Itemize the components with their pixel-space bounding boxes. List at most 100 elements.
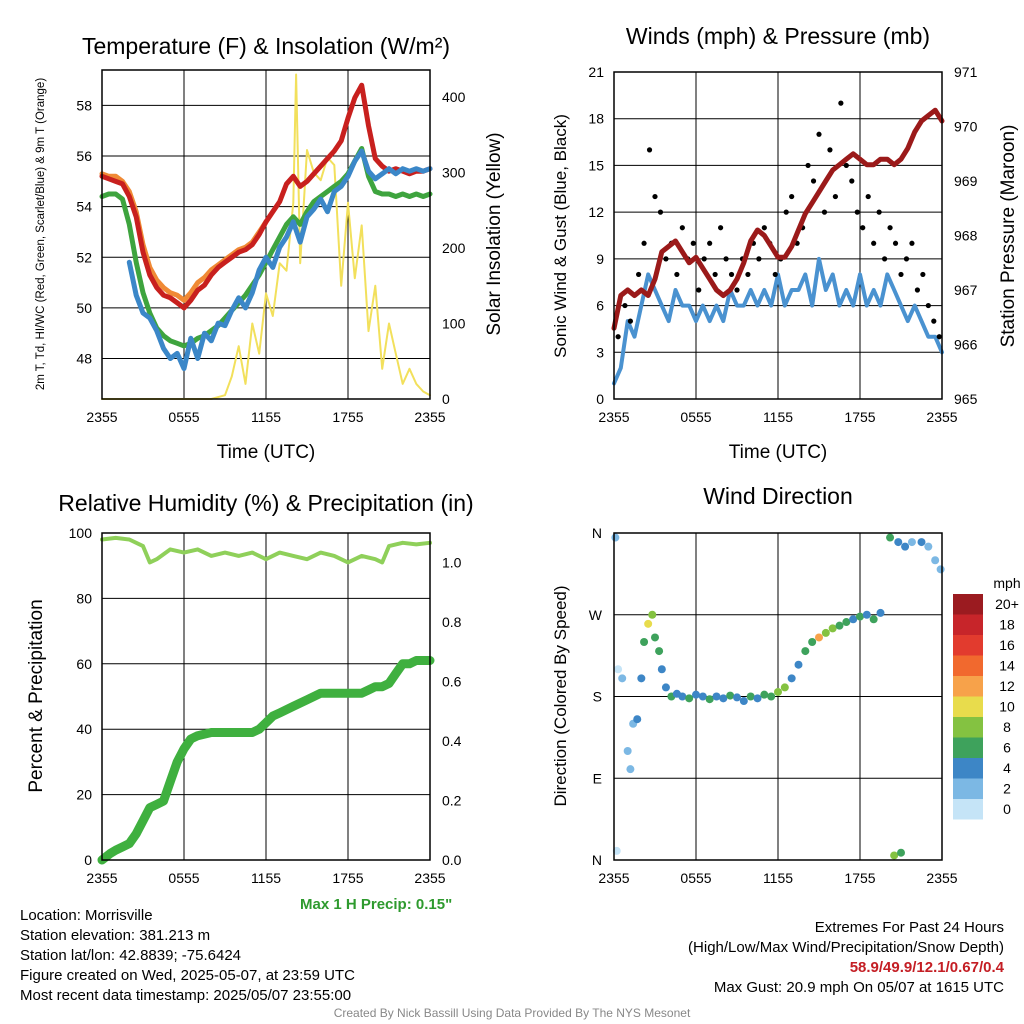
legend-swatch: [953, 758, 983, 779]
direction-point: [842, 618, 851, 627]
gust-point: [615, 334, 621, 340]
x-tick-label: 2355: [414, 870, 445, 886]
x-tick-label: 1155: [251, 409, 281, 425]
legend-swatch: [953, 635, 983, 656]
y-right-tick-label: 967: [954, 282, 978, 298]
legend-label: 6: [1003, 740, 1011, 756]
gust-point: [663, 256, 669, 262]
y-tick-label: 6: [596, 298, 604, 314]
gust-point: [734, 287, 740, 293]
legend-swatch: [953, 676, 983, 697]
y-right-tick-label: 971: [954, 64, 978, 80]
direction-point: [739, 697, 748, 706]
direction-point: [657, 665, 666, 674]
y-right-tick-label: 970: [954, 119, 978, 135]
gust-point: [789, 193, 795, 200]
created-text: Figure created on Wed, 2025-05-07, at 23…: [20, 967, 355, 984]
y-tick-label: 9: [596, 251, 604, 267]
gust-point: [936, 334, 942, 340]
direction-point: [611, 533, 620, 542]
y-right-tick-label: 0.2: [442, 793, 462, 809]
gust-point: [745, 271, 751, 278]
series-line: [99, 82, 433, 311]
direction-point: [685, 694, 694, 703]
direction-point: [890, 851, 899, 860]
direction-point: [835, 621, 844, 630]
extremes-title: Extremes For Past 24 Hours: [814, 919, 1004, 936]
legend-label: 16: [999, 637, 1015, 653]
gust-point: [707, 240, 713, 246]
direction-point: [862, 610, 871, 619]
y-tick-label: S: [593, 689, 602, 705]
gust-point: [718, 225, 724, 231]
direction-point: [828, 624, 837, 633]
direction-point: [614, 665, 623, 674]
y-right-tick-label: 969: [954, 173, 978, 189]
y-right-tick-label: 1.0: [442, 555, 462, 571]
x-tick-label: 2355: [926, 870, 957, 886]
y-right-axis-label: Solar Insolation (Yellow): [484, 132, 505, 335]
direction-point: [897, 848, 905, 857]
plot-border: [613, 71, 943, 400]
gust-point: [914, 287, 921, 293]
x-tick-label: 0555: [680, 409, 711, 425]
legend-swatch: [953, 717, 983, 738]
y-tick-label: N: [592, 852, 602, 868]
gust-point: [931, 318, 937, 324]
x-tick-label: 1755: [844, 409, 875, 425]
gust-point: [887, 225, 893, 231]
gust-point: [652, 193, 658, 200]
direction-point: [808, 638, 817, 646]
chart-title: Winds (mph) & Pressure (mb): [626, 23, 930, 49]
x-tick-label: 1155: [763, 409, 793, 425]
y-tick-label: 48: [76, 351, 92, 367]
direction-point: [821, 628, 830, 637]
gust-point: [701, 256, 707, 262]
series-line: [100, 535, 432, 565]
gust-point: [821, 209, 828, 215]
direction-point: [633, 715, 642, 724]
gust-point: [827, 147, 833, 153]
legend-label: 14: [999, 658, 1015, 674]
direction-point: [931, 556, 940, 565]
gust-point: [805, 162, 811, 169]
direction-point: [692, 690, 700, 699]
legend-swatch: [953, 778, 983, 799]
gust-point: [892, 240, 899, 246]
panel-winds: 2355 0555 1155 1755 2355 0 3 6 9 12 15 18 21 965 966 96…: [551, 23, 1019, 463]
series-line: [612, 256, 944, 386]
y-tick-label: 40: [76, 721, 92, 737]
gust-point: [925, 302, 931, 309]
x-tick-label: 1755: [332, 870, 363, 886]
y-right-tick-label: 0.0: [442, 852, 462, 868]
credit-text: Created By Nick Bassill Using Data Provi…: [333, 1006, 691, 1020]
direction-point: [815, 633, 823, 642]
gust-point: [898, 271, 904, 278]
elevation-text: Station elevation: 381.213 m: [20, 927, 211, 944]
extremes-values: 58.9/49.9/12.1/0.67/0.4: [849, 959, 1004, 976]
direction-point: [780, 683, 789, 692]
x-tick-label: 0555: [168, 870, 199, 886]
gust-point: [854, 209, 860, 215]
chart-title: Temperature (F) & Insolation (W/m²): [82, 33, 450, 59]
y-tick-label: 100: [69, 525, 93, 541]
legend-label: 8: [1003, 719, 1011, 735]
legend-label: 0: [1003, 801, 1011, 817]
extremes-subtitle: (High/Low/Max Wind/Precipitation/Snow De…: [688, 939, 1004, 956]
y-right-tick-label: 300: [442, 165, 466, 181]
gust-point: [816, 131, 822, 137]
x-tick-label: 1755: [332, 409, 363, 425]
direction-point: [886, 533, 895, 542]
direction-point: [651, 633, 659, 642]
extremes-info: Extremes For Past 24 Hours (High/Low/Max…: [688, 918, 1004, 998]
y-tick-label: 52: [76, 249, 92, 265]
direction-point: [849, 615, 858, 624]
x-tick-label: 0555: [168, 409, 199, 425]
station-info: Location: Morrisville Station elevation:…: [20, 906, 355, 1006]
direction-point: [760, 690, 769, 699]
direction-point: [712, 692, 721, 701]
gust-point: [657, 209, 664, 215]
direction-point: [719, 694, 728, 703]
gust-point: [909, 240, 915, 246]
legend-swatch: [953, 799, 983, 820]
